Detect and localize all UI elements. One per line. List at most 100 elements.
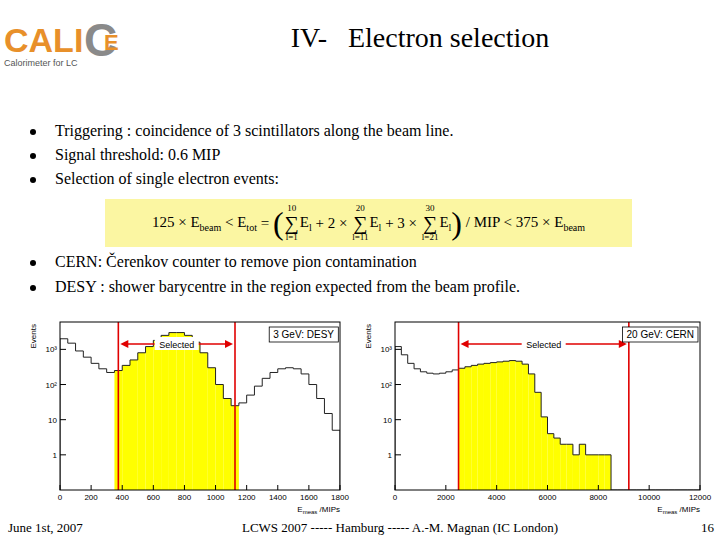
x-label-sub: meas — [303, 509, 318, 515]
histogram-bin — [471, 365, 477, 490]
histogram-bin — [317, 399, 325, 490]
x-tick — [91, 485, 92, 490]
footer-date: June 1st, 2007 — [8, 520, 83, 536]
histogram-bin — [535, 392, 541, 490]
histogram-bin — [68, 343, 76, 490]
selection-arrow-head — [120, 340, 128, 348]
formula-text: < Etot — [221, 214, 257, 233]
histogram-bin — [184, 335, 192, 490]
histogram-outline — [60, 333, 340, 490]
formula-sub: l — [309, 222, 312, 233]
bullet-dot — [30, 260, 36, 266]
histogram-bin — [414, 369, 420, 490]
selection-label: Selected — [159, 340, 194, 350]
x-tick-label: 10000 — [638, 493, 661, 502]
histogram-bin — [332, 430, 340, 490]
x-tick — [547, 485, 548, 490]
bullet-dot — [30, 129, 36, 135]
formula-sum: 10∑l=1 — [285, 204, 299, 242]
histogram-bin — [216, 385, 224, 490]
selection-arrow-head — [225, 340, 233, 348]
histogram-bin — [309, 385, 317, 490]
x-tick — [649, 485, 650, 490]
histogram-bin — [452, 370, 458, 490]
chart-title-box — [623, 327, 698, 342]
logo-mark-letter: E — [104, 30, 119, 55]
formula-part: + 2 × — [312, 215, 351, 231]
x-tick-label: 800 — [178, 493, 192, 502]
formula-text: El — [300, 214, 312, 233]
x-tick — [153, 485, 154, 490]
histogram-outline — [395, 347, 700, 490]
y-tick-label: 1 — [53, 451, 58, 460]
slide-title: IV- Electron selection — [200, 22, 640, 54]
x-tick-label: 600 — [147, 493, 161, 502]
histogram-bin — [478, 364, 484, 490]
chart-0: Selected02004006008001000120014001600180… — [29, 322, 349, 515]
x-tick-label: 2000 — [437, 493, 455, 502]
sum-sign: ∑ — [285, 213, 299, 233]
footer-event: LCWS 2007 ----- Hamburg ----- A.-M. Magn… — [170, 520, 630, 536]
histogram-bin — [130, 360, 138, 490]
x-label-sub: meas — [663, 509, 678, 515]
sum-sign: ∑ — [353, 213, 367, 233]
histogram-bin — [223, 399, 231, 490]
bullet-dot — [30, 285, 36, 291]
x-axis-label: Emeas /MIPs — [657, 505, 700, 515]
histogram-bin — [247, 395, 255, 490]
selection-label: Selected — [526, 340, 561, 350]
formula-text: + 3 × — [381, 215, 420, 232]
x-tick — [184, 485, 185, 490]
histogram-bin — [554, 438, 560, 490]
formula-text: / MIP < 375 × Ebeam — [462, 214, 585, 233]
formula-part: 125 × E — [152, 214, 200, 230]
histogram-bin — [446, 372, 452, 490]
histogram-bin — [567, 444, 573, 490]
x-tick — [60, 485, 61, 490]
formula-text: El — [439, 214, 451, 233]
histogram-bin — [146, 347, 154, 490]
chart-title: 3 GeV: DESY — [273, 329, 334, 340]
x-tick-label: 1000 — [207, 493, 225, 502]
selection-line — [234, 322, 236, 490]
x-tick-label: 6000 — [539, 493, 557, 502]
histogram-bin — [239, 403, 247, 490]
formula-part: / MIP < 375 × E — [462, 214, 563, 230]
histogram-bin — [573, 455, 579, 490]
histogram-bin — [484, 363, 490, 490]
x-tick — [395, 485, 396, 490]
formula-sub: l — [379, 222, 382, 233]
histogram-bin — [200, 353, 208, 490]
footer-page: 16 — [690, 520, 714, 536]
y-axis-label: Events — [364, 324, 373, 348]
plot-area — [395, 322, 700, 490]
sum-upper: 20 — [356, 204, 365, 213]
x-tick — [445, 485, 446, 490]
y-tick — [60, 384, 66, 385]
y-tick — [60, 454, 66, 455]
y-tick-label: 10 — [383, 416, 392, 425]
histogram-bin — [122, 365, 130, 490]
formula-text: 125 × Ebeam — [152, 214, 221, 233]
logo-text: CALI — [4, 21, 83, 59]
chart-title-box — [269, 327, 338, 342]
logo: CALICECalorimeter for LC — [0, 8, 170, 78]
y-tick — [395, 419, 401, 420]
histogram-bin — [138, 353, 146, 490]
x-tick-label: 0 — [58, 493, 63, 502]
histogram-bin — [408, 363, 414, 490]
histogram-bin — [497, 362, 503, 490]
histogram-bin — [433, 374, 439, 490]
histogram-bin — [76, 351, 84, 490]
histogram-bin — [586, 455, 592, 490]
x-tick-label: 1200 — [238, 493, 256, 502]
y-tick-label: 10³ — [380, 345, 392, 354]
y-axis-label: Events — [29, 324, 38, 348]
bullet-dot — [30, 177, 36, 183]
histogram-bin — [286, 368, 294, 490]
y-tick-label: 10 — [48, 416, 57, 425]
x-tick-label: 400 — [116, 493, 130, 502]
chart-1: Selected02000400060008000100001200011010… — [364, 322, 712, 515]
formula-text: = — [257, 215, 273, 232]
sum-upper: 30 — [426, 204, 435, 213]
